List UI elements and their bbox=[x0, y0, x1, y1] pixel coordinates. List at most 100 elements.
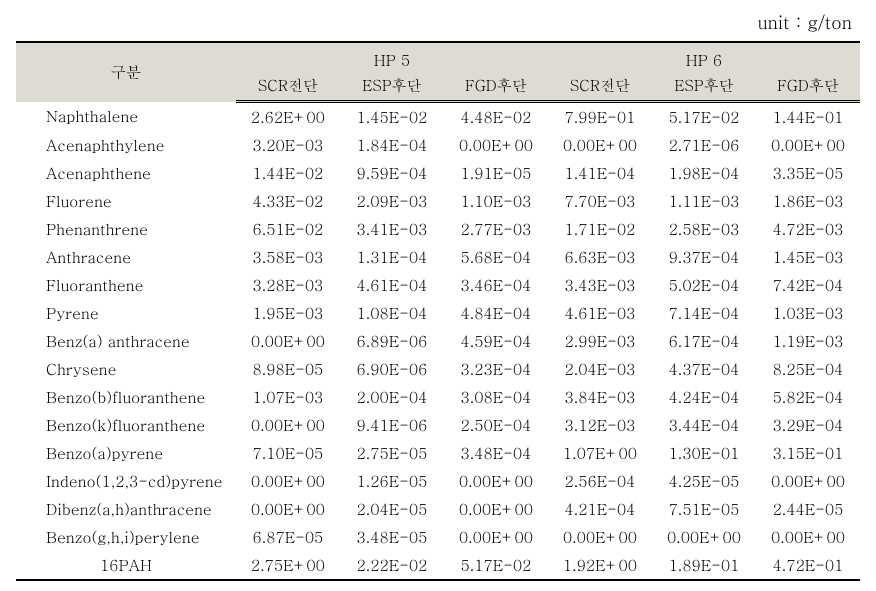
value-cell: 2.00E-04 bbox=[340, 383, 444, 411]
value-cell: 1.86E-03 bbox=[756, 187, 860, 215]
value-cell: 1.84E-04 bbox=[340, 131, 444, 159]
value-cell: 1.98E-04 bbox=[652, 159, 756, 187]
value-cell: 1.95E-03 bbox=[236, 299, 340, 327]
value-cell: 1.11E-03 bbox=[652, 187, 756, 215]
value-cell: 0.00E+00 bbox=[756, 131, 860, 159]
value-cell: 0.00E+00 bbox=[444, 131, 548, 159]
compound-name: Fluoranthene bbox=[16, 271, 236, 299]
value-cell: 3.46E-04 bbox=[444, 271, 548, 299]
value-cell: 1.19E-03 bbox=[756, 327, 860, 355]
compound-name: Pyrene bbox=[16, 299, 236, 327]
value-cell: 3.29E-04 bbox=[756, 411, 860, 439]
compound-name: Benzo(b)fluoranthene bbox=[16, 383, 236, 411]
value-cell: 5.68E-04 bbox=[444, 243, 548, 271]
compound-name: Acenaphthene bbox=[16, 159, 236, 187]
value-cell: 4.61E-03 bbox=[548, 299, 652, 327]
value-cell: 2.22E-02 bbox=[340, 551, 444, 580]
compound-name: Benzo(a)pyrene bbox=[16, 439, 236, 467]
value-cell: 3.12E-03 bbox=[548, 411, 652, 439]
table-row: Benzo(g,h,i)perylene6.87E-053.48E-050.00… bbox=[16, 523, 860, 551]
value-cell: 9.59E-04 bbox=[340, 159, 444, 187]
value-cell: 2.71E-06 bbox=[652, 131, 756, 159]
value-cell: 1.07E+00 bbox=[548, 439, 652, 467]
table-row: Benzo(b)fluoranthene1.07E-032.00E-043.08… bbox=[16, 383, 860, 411]
value-cell: 8.25E-04 bbox=[756, 355, 860, 383]
value-cell: 1.44E-01 bbox=[756, 102, 860, 132]
value-cell: 8.98E-05 bbox=[236, 355, 340, 383]
table-row: Acenaphthene1.44E-029.59E-041.91E-051.41… bbox=[16, 159, 860, 187]
value-cell: 1.89E-01 bbox=[652, 551, 756, 580]
value-cell: 3.15E-01 bbox=[756, 439, 860, 467]
value-cell: 4.84E-04 bbox=[444, 299, 548, 327]
value-cell: 3.84E-03 bbox=[548, 383, 652, 411]
table-row: Naphthalene2.62E+001.45E-024.48E-027.99E… bbox=[16, 102, 860, 132]
value-cell: 5.17E-02 bbox=[652, 102, 756, 132]
value-cell: 1.45E-02 bbox=[340, 102, 444, 132]
value-cell: 1.92E+00 bbox=[548, 551, 652, 580]
table-row: 16PAH2.75E+002.22E-025.17E-021.92E+001.8… bbox=[16, 551, 860, 580]
value-cell: 4.21E-04 bbox=[548, 495, 652, 523]
value-cell: 1.30E-01 bbox=[652, 439, 756, 467]
value-cell: 7.42E-04 bbox=[756, 271, 860, 299]
value-cell: 6.17E-04 bbox=[652, 327, 756, 355]
table-row: Chrysene8.98E-056.90E-063.23E-042.04E-03… bbox=[16, 355, 860, 383]
value-cell: 5.82E-04 bbox=[756, 383, 860, 411]
value-cell: 6.51E-02 bbox=[236, 215, 340, 243]
value-cell: 1.07E-03 bbox=[236, 383, 340, 411]
value-cell: 1.44E-02 bbox=[236, 159, 340, 187]
value-cell: 3.23E-04 bbox=[444, 355, 548, 383]
value-cell: 4.24E-04 bbox=[652, 383, 756, 411]
value-cell: 0.00E+00 bbox=[444, 467, 548, 495]
value-cell: 1.10E-03 bbox=[444, 187, 548, 215]
emissions-table: 구분 HP 5 HP 6 SCR전단ESP후단FGD후단SCR전단ESP후단FG… bbox=[16, 41, 860, 581]
value-cell: 1.71E-02 bbox=[548, 215, 652, 243]
value-cell: 6.87E-05 bbox=[236, 523, 340, 551]
col-subheader-1: ESP후단 bbox=[340, 73, 444, 102]
value-cell: 2.09E-03 bbox=[340, 187, 444, 215]
value-cell: 1.08E-04 bbox=[340, 299, 444, 327]
value-cell: 9.37E-04 bbox=[652, 243, 756, 271]
table-row: Benzo(a)pyrene7.10E-052.75E-053.48E-041.… bbox=[16, 439, 860, 467]
value-cell: 5.17E-02 bbox=[444, 551, 548, 580]
value-cell: 2.75E-05 bbox=[340, 439, 444, 467]
table-row: Fluorene4.33E-022.09E-031.10E-037.70E-03… bbox=[16, 187, 860, 215]
value-cell: 3.58E-03 bbox=[236, 243, 340, 271]
value-cell: 1.91E-05 bbox=[444, 159, 548, 187]
value-cell: 2.56E-04 bbox=[548, 467, 652, 495]
compound-name: Indeno(1,2,3-cd)pyrene bbox=[16, 467, 236, 495]
value-cell: 7.10E-05 bbox=[236, 439, 340, 467]
value-cell: 4.25E-05 bbox=[652, 467, 756, 495]
value-cell: 2.99E-03 bbox=[548, 327, 652, 355]
col-subheader-5: FGD후단 bbox=[756, 73, 860, 102]
compound-name: Benzo(g,h,i)perylene bbox=[16, 523, 236, 551]
col-subheader-3: SCR전단 bbox=[548, 73, 652, 102]
value-cell: 1.45E-03 bbox=[756, 243, 860, 271]
value-cell: 4.59E-04 bbox=[444, 327, 548, 355]
col-group-hp5: HP 5 bbox=[236, 42, 548, 73]
compound-name: Chrysene bbox=[16, 355, 236, 383]
compound-name: 16PAH bbox=[16, 551, 236, 580]
value-cell: 4.37E-04 bbox=[652, 355, 756, 383]
value-cell: 0.00E+00 bbox=[652, 523, 756, 551]
table-row: Benz(a) anthracene0.00E+006.89E-064.59E-… bbox=[16, 327, 860, 355]
value-cell: 7.51E-05 bbox=[652, 495, 756, 523]
value-cell: 2.04E-03 bbox=[548, 355, 652, 383]
value-cell: 0.00E+00 bbox=[444, 523, 548, 551]
compound-name: Dibenz(a,h)anthracene bbox=[16, 495, 236, 523]
unit-label: unit : g/ton bbox=[16, 10, 860, 35]
value-cell: 2.58E-03 bbox=[652, 215, 756, 243]
value-cell: 1.26E-05 bbox=[340, 467, 444, 495]
value-cell: 4.61E-04 bbox=[340, 271, 444, 299]
value-cell: 4.48E-02 bbox=[444, 102, 548, 132]
table-row: Fluoranthene3.28E-034.61E-043.46E-043.43… bbox=[16, 271, 860, 299]
table-row: Acenaphthylene3.20E-031.84E-040.00E+000.… bbox=[16, 131, 860, 159]
value-cell: 3.44E-04 bbox=[652, 411, 756, 439]
value-cell: 6.89E-06 bbox=[340, 327, 444, 355]
value-cell: 3.35E-05 bbox=[756, 159, 860, 187]
value-cell: 0.00E+00 bbox=[548, 131, 652, 159]
value-cell: 6.63E-03 bbox=[548, 243, 652, 271]
value-cell: 2.62E+00 bbox=[236, 102, 340, 132]
value-cell: 3.48E-05 bbox=[340, 523, 444, 551]
value-cell: 1.31E-04 bbox=[340, 243, 444, 271]
value-cell: 7.14E-04 bbox=[652, 299, 756, 327]
